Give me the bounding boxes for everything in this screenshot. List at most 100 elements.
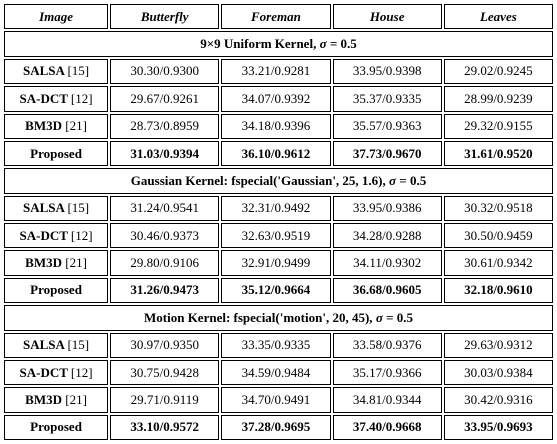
section-title-suffix: = 0.5 [382, 309, 413, 325]
method-citation: [21] [65, 118, 87, 134]
sigma-symbol: σ [389, 172, 397, 188]
result-cell: 28.73/0.8959 [110, 113, 220, 139]
result-cell: 34.81/0.9344 [332, 387, 442, 413]
result-cell: 37.40/0.9668 [332, 414, 442, 440]
section-header-row: Motion Kernel: fspecial('motion', 20, 45… [4, 305, 553, 331]
result-cell: 29.02/0.9245 [443, 58, 553, 85]
result-cell: 33.95/0.9693 [443, 414, 553, 440]
section-header-row: Gaussian Kernel: fspecial('Gaussian', 25… [4, 168, 553, 194]
result-cell: 33.35/0.9335 [221, 332, 331, 358]
column-header-leaves: Leaves [443, 4, 553, 30]
section-title-suffix: = 0.5 [326, 36, 357, 52]
method-name: SALSA [22, 337, 65, 353]
column-header-butterfly: Butterfly [110, 4, 220, 30]
result-cell: 29.67/0.9261 [110, 86, 220, 112]
method-cell: Proposed [4, 277, 109, 304]
result-cell: 30.42/0.9316 [443, 387, 553, 413]
section-title: 9×9 Uniform Kernel, σ = 0.5 [4, 31, 553, 57]
method-cell: SA-DCT [12] [4, 359, 109, 386]
result-cell: 34.07/0.9392 [221, 86, 331, 112]
method-name: BM3D [25, 255, 63, 271]
result-cell: 33.95/0.9386 [332, 195, 442, 221]
result-cell: 34.11/0.9302 [332, 250, 442, 276]
result-cell: 32.18/0.9610 [443, 277, 553, 304]
result-cell: 30.75/0.9428 [110, 359, 220, 386]
result-cell: 31.24/0.9541 [110, 195, 220, 221]
method-cell: SA-DCT [12] [4, 223, 109, 249]
section-title-prefix: Gaussian Kernel: fspecial('Gaussian', 25… [130, 172, 390, 188]
header-row: Image Butterfly Foreman House Leaves [4, 4, 553, 30]
result-cell: 30.61/0.9342 [443, 250, 553, 276]
result-cell: 32.63/0.9519 [221, 223, 331, 249]
result-cell: 30.97/0.9350 [110, 332, 220, 358]
result-cell: 29.63/0.9312 [443, 332, 553, 358]
section-title-prefix: 9×9 Uniform Kernel, [200, 36, 320, 52]
method-citation: [12] [70, 364, 93, 380]
method-cell: SA-DCT [12] [4, 86, 109, 112]
table-row: Proposed 31.03/0.9394 36.10/0.9612 37.73/0.… [4, 140, 553, 167]
method-cell: BM3D [21] [4, 250, 109, 276]
result-cell: 34.59/0.9484 [221, 359, 331, 386]
result-cell: 30.30/0.9300 [110, 58, 220, 85]
section-title-suffix: = 0.5 [396, 172, 427, 188]
method-name: BM3D [25, 391, 63, 407]
method-name: Proposed [30, 145, 82, 161]
result-cell: 30.50/0.9459 [443, 223, 553, 249]
column-header-house: House [332, 4, 442, 30]
result-cell: 30.46/0.9373 [110, 223, 220, 249]
table-row: SALSA [15] 30.30/0.9300 33.21/0.9281 33.95/… [4, 58, 553, 85]
column-header-foreman: Foreman [221, 4, 331, 30]
section-title: Gaussian Kernel: fspecial('Gaussian', 25… [4, 168, 553, 194]
table-row: SALSA [15] 31.24/0.9541 32.31/0.9492 33.95/… [4, 195, 553, 221]
sigma-symbol: σ [375, 309, 383, 325]
result-cell: 34.18/0.9396 [221, 113, 331, 139]
result-cell: 35.57/0.9363 [332, 113, 442, 139]
section-title-prefix: Motion Kernel: fspecial('motion', 20, 45… [144, 309, 376, 325]
table-row: SA-DCT [12] 29.67/0.9261 34.07/0.9392 35.37… [4, 86, 553, 112]
result-cell: 35.12/0.9664 [221, 277, 331, 304]
result-cell: 30.03/0.9384 [443, 359, 553, 386]
method-name: BM3D [25, 118, 63, 134]
result-cell: 29.80/0.9106 [110, 250, 220, 276]
method-citation: [15] [67, 337, 90, 353]
results-table-body: Image Butterfly Foreman House Leaves 9×9… [4, 4, 553, 440]
result-cell: 37.73/0.9670 [332, 140, 442, 167]
result-cell: 36.68/0.9605 [332, 277, 442, 304]
result-cell: 31.61/0.9520 [443, 140, 553, 167]
table-row: BM3D [21] 29.80/0.9106 32.91/0.9499 34.11/0… [4, 250, 553, 276]
method-name: SALSA [22, 200, 65, 216]
table-row: SALSA [15] 30.97/0.9350 33.35/0.9335 33.58/… [4, 332, 553, 358]
result-cell: 37.28/0.9695 [221, 414, 331, 440]
result-cell: 35.37/0.9335 [332, 86, 442, 112]
result-cell: 29.71/0.9119 [110, 387, 220, 413]
result-cell: 32.91/0.9499 [221, 250, 331, 276]
method-cell: Proposed [4, 414, 109, 440]
result-cell: 32.31/0.9492 [221, 195, 331, 221]
table-row: BM3D [21] 28.73/0.8959 34.18/0.9396 35.57/0… [4, 113, 553, 139]
result-cell: 35.17/0.9366 [332, 359, 442, 386]
result-cell: 34.28/0.9288 [332, 223, 442, 249]
table-row: BM3D [21] 29.71/0.9119 34.70/0.9491 34.81/0… [4, 387, 553, 413]
method-name: Proposed [30, 419, 82, 435]
table-row: SA-DCT [12] 30.46/0.9373 32.63/0.9519 34.28… [4, 223, 553, 249]
table-row: SA-DCT [12] 30.75/0.9428 34.59/0.9484 35.17… [4, 359, 553, 386]
method-cell: SALSA [15] [4, 332, 109, 358]
result-cell: 33.21/0.9281 [221, 58, 331, 85]
method-citation: [15] [67, 200, 90, 216]
result-cell: 34.70/0.9491 [221, 387, 331, 413]
section-header-row: 9×9 Uniform Kernel, σ = 0.5 [4, 31, 553, 57]
method-cell: BM3D [21] [4, 113, 109, 139]
section-title: Motion Kernel: fspecial('motion', 20, 45… [4, 305, 553, 331]
method-citation: [12] [70, 90, 93, 106]
column-header-image: Image [4, 4, 109, 30]
method-cell: SALSA [15] [4, 58, 109, 85]
result-cell: 30.32/0.9518 [443, 195, 553, 221]
method-citation: [15] [67, 63, 90, 79]
result-cell: 36.10/0.9612 [221, 140, 331, 167]
result-cell: 31.03/0.9394 [110, 140, 220, 167]
table-row: Proposed 33.10/0.9572 37.28/0.9695 37.40/0.… [4, 414, 553, 440]
result-cell: 31.26/0.9473 [110, 277, 220, 304]
method-name: SALSA [22, 63, 65, 79]
method-citation: [21] [65, 255, 87, 271]
